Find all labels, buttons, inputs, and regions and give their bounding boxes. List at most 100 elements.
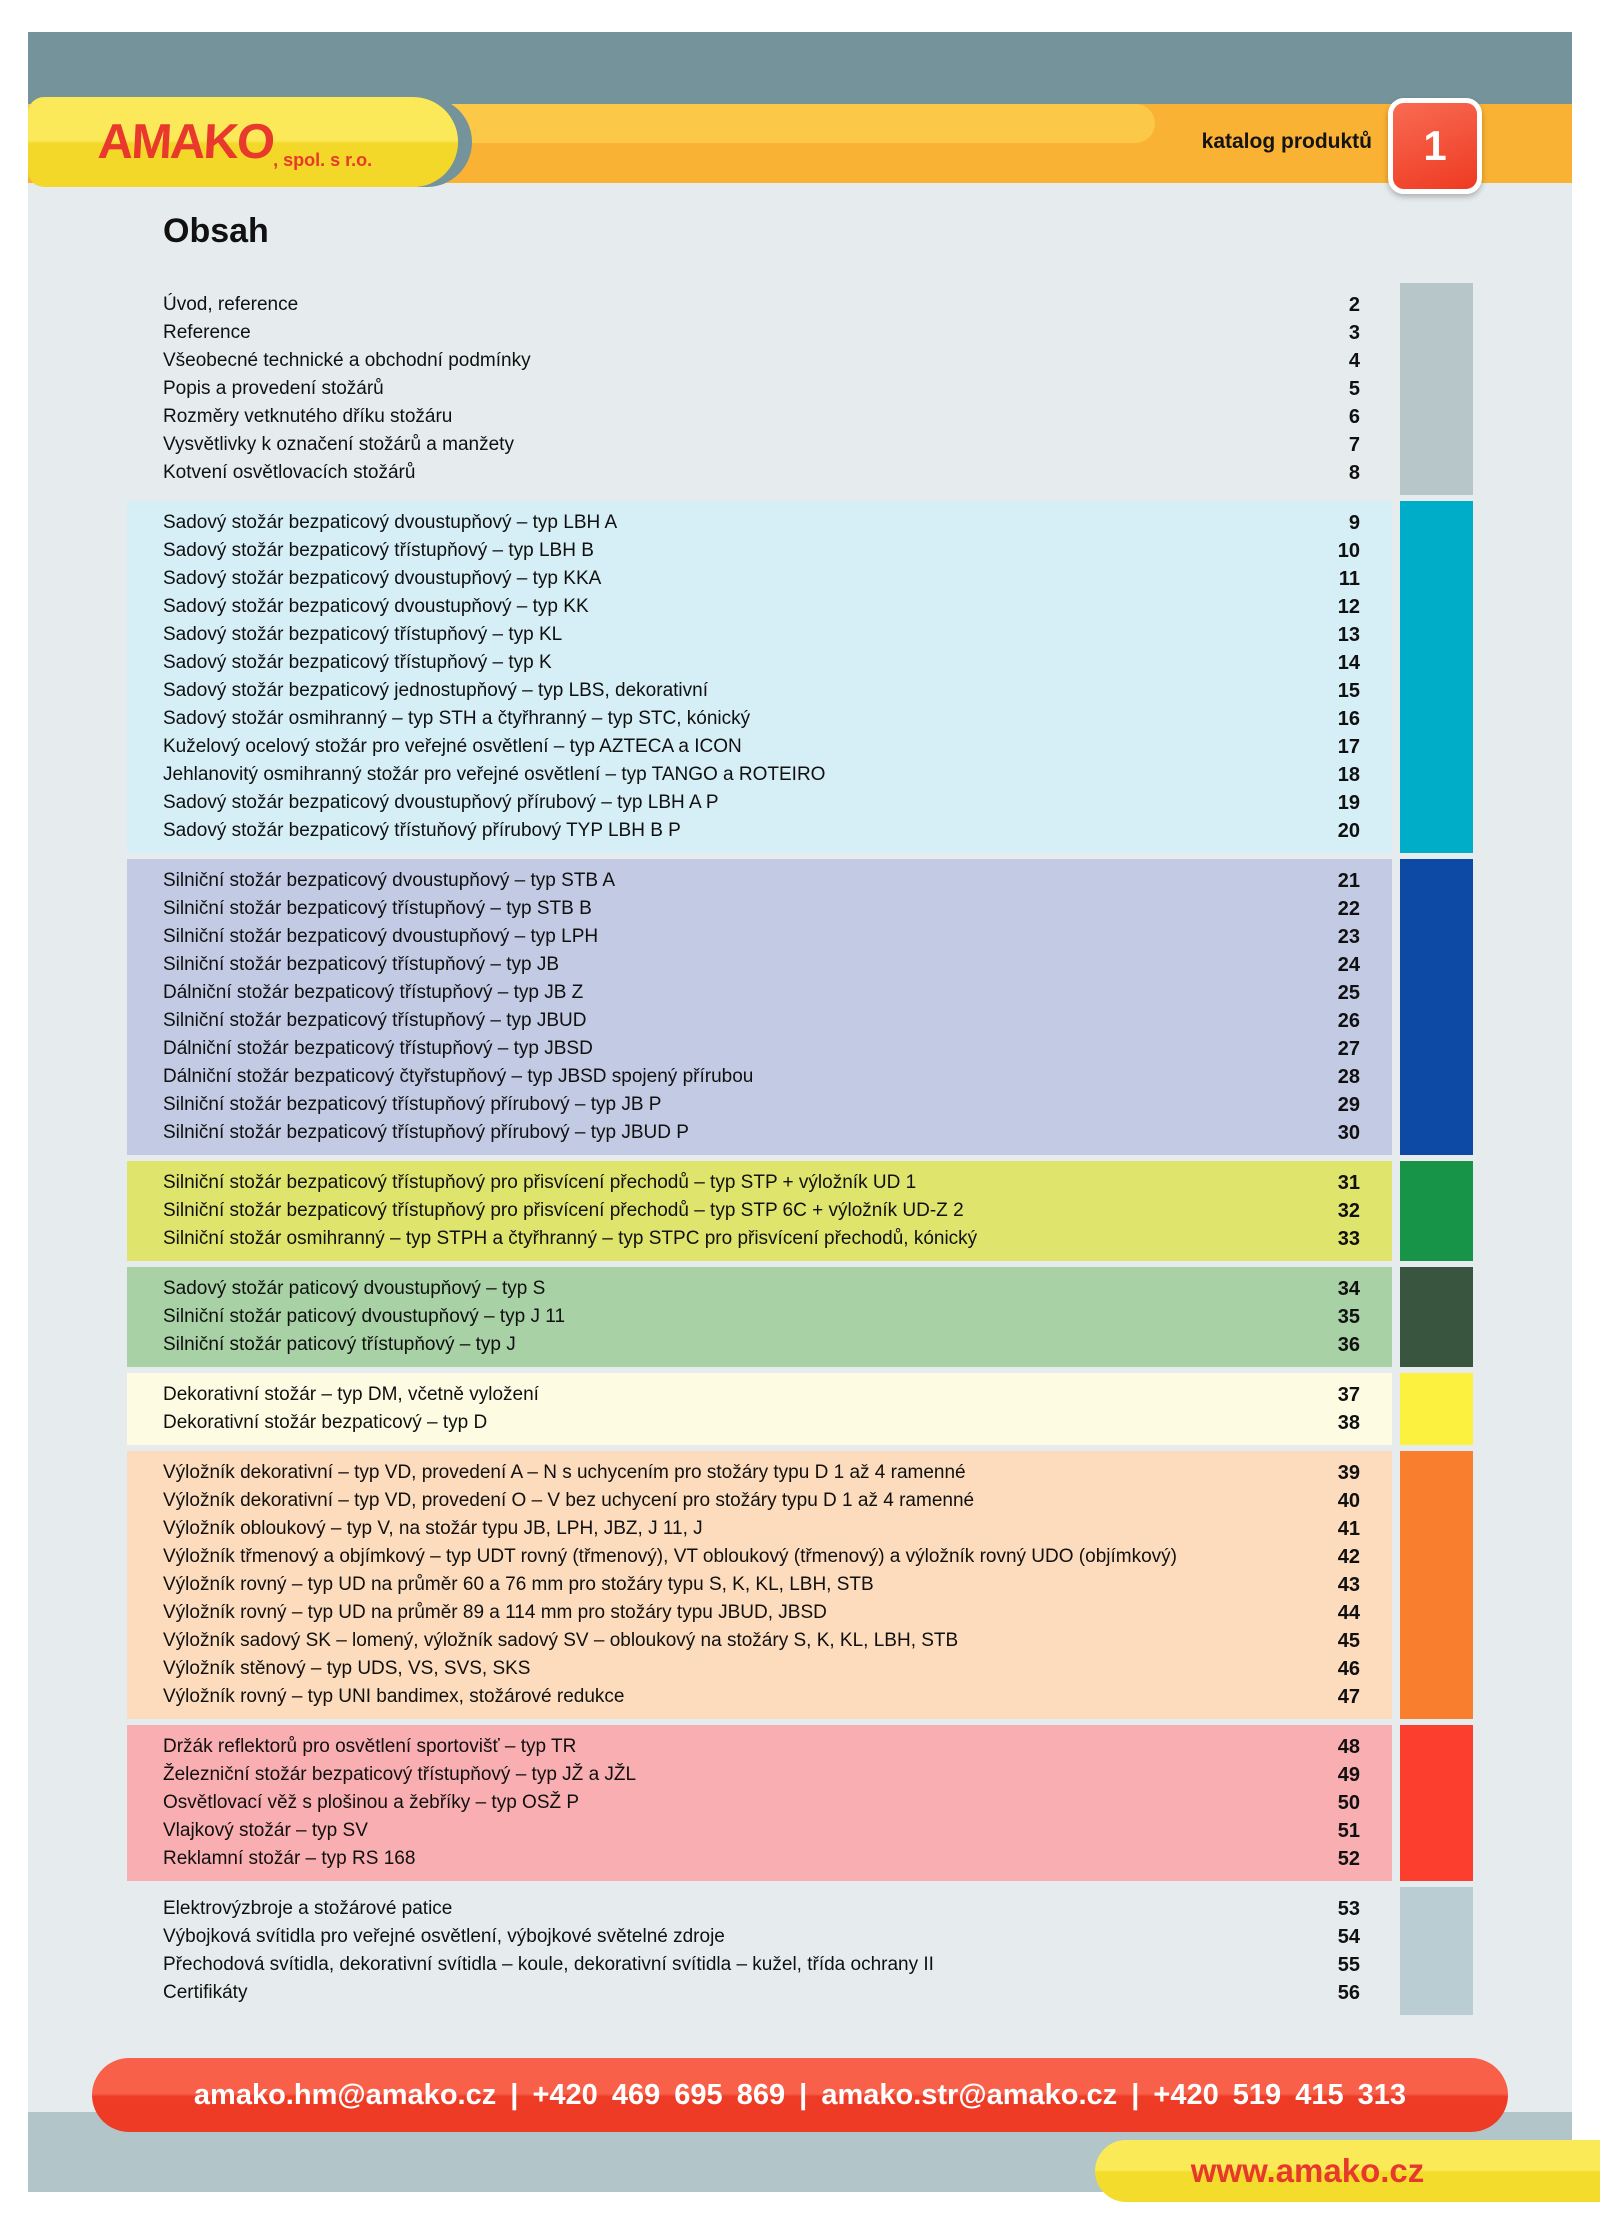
- section-color-bar: [1400, 1161, 1473, 1261]
- toc-row: Sadový stožár bezpaticový dvoustupňový –…: [127, 509, 1392, 537]
- toc-item-label: Silniční stožár bezpaticový třístupňový …: [163, 1094, 662, 1115]
- toc-item-label: Sadový stožár bezpaticový dvoustupňový –…: [163, 512, 618, 533]
- toc-page-number: 32: [1337, 1200, 1360, 1222]
- toc-item-label: Silniční stožár bezpaticový třístupňový …: [163, 954, 560, 975]
- website-link[interactable]: www.amako.cz: [1190, 2152, 1425, 2189]
- website-bar[interactable]: www.amako.cz: [1095, 2140, 1600, 2202]
- toc-item-label: Reference: [163, 322, 251, 343]
- toc-section-band: Silniční stožár bezpaticový třístupňový …: [127, 1161, 1392, 1261]
- toc-page-number: 30: [1337, 1122, 1360, 1144]
- toc-item-label: Dálniční stožár bezpaticový třístupňový …: [163, 1038, 593, 1059]
- contact-line[interactable]: amako.hm@amako.cz | +420 469 695 869 | a…: [193, 2078, 1407, 2111]
- toc-item-label: Výložník dekorativní – typ VD, provedení…: [163, 1490, 975, 1511]
- toc-item-label: Úvod, reference: [163, 294, 299, 315]
- toc-row: Sadový stožár bezpaticový třístupňový – …: [127, 649, 1392, 677]
- toc-item-label: Výložník stěnový – typ UDS, VS, SVS, SKS: [163, 1658, 531, 1679]
- section-color-bar: [1400, 1725, 1473, 1881]
- toc-item-label: Výložník rovný – typ UD na průměr 89 a 1…: [163, 1602, 827, 1623]
- toc-page-number: 48: [1337, 1736, 1360, 1758]
- toc-page-number: 42: [1337, 1546, 1360, 1568]
- toc-item-label: Výložník obloukový – typ V, na stožár ty…: [163, 1518, 703, 1539]
- toc-row: Úvod, reference 2: [127, 291, 1392, 319]
- toc-page-number: 22: [1337, 898, 1360, 920]
- toc-item-label: Silniční stožár bezpaticový třístupňový …: [163, 1122, 689, 1143]
- toc-page-number: 39: [1337, 1462, 1360, 1484]
- toc-row: Sadový stožár osmihranný – typ STH a čty…: [127, 705, 1392, 733]
- toc-item-label: Výložník sadový SK – lomený, výložník sa…: [163, 1630, 959, 1651]
- toc-row: Silniční stožár bezpaticový třístupňový …: [127, 1091, 1392, 1119]
- toc-page-number: 25: [1337, 982, 1360, 1004]
- toc-item-label: Držák reflektorů pro osvětlení sportoviš…: [163, 1736, 577, 1757]
- toc-page-number: 17: [1337, 736, 1360, 758]
- toc-page-number: 43: [1337, 1574, 1360, 1596]
- section-color-bar: [1400, 1373, 1473, 1445]
- toc-item-label: Popis a provedení stožárů: [163, 378, 384, 399]
- toc-item-label: Přechodová svítidla, dekorativní svítidl…: [163, 1954, 934, 1975]
- toc-item-label: Silniční stožár osmihranný – typ STPH a …: [163, 1228, 978, 1249]
- toc-page-number: 36: [1337, 1334, 1360, 1356]
- toc-row: Kotvení osvětlovacích stožárů 8: [127, 459, 1392, 487]
- toc-page-number: 34: [1337, 1278, 1360, 1300]
- toc-section-band: Silniční stožár bezpaticový dvoustupňový…: [127, 859, 1392, 1155]
- toc-item-label: Silniční stožár bezpaticový třístupňový …: [163, 1010, 587, 1031]
- toc-item-label: Výložník rovný – typ UD na průměr 60 a 7…: [163, 1574, 874, 1595]
- toc-row: Silniční stožár osmihranný – typ STPH a …: [127, 1225, 1392, 1253]
- toc-page-number: 9: [1348, 512, 1360, 534]
- toc-section: Výložník dekorativní – typ VD, provedení…: [127, 1451, 1473, 1719]
- toc-item-label: Sadový stožár bezpaticový třístupňový – …: [163, 652, 552, 673]
- toc-row: Výložník dekorativní – typ VD, provedení…: [127, 1487, 1392, 1515]
- toc-row: Výložník rovný – typ UD na průměr 60 a 7…: [127, 1571, 1392, 1599]
- toc-item-label: Sadový stožár bezpaticový dvoustupňový p…: [163, 792, 719, 813]
- toc-section: Silniční stožár bezpaticový třístupňový …: [127, 1161, 1473, 1261]
- toc-item-label: Elektrovýzbroje a stožárové patice: [163, 1898, 453, 1919]
- toc-row: Sadový stožár bezpaticový jednostupňový …: [127, 677, 1392, 705]
- toc-row: Silniční stožár bezpaticový třístupňový …: [127, 1197, 1392, 1225]
- toc-item-label: Všeobecné technické a obchodní podmínky: [163, 350, 531, 371]
- toc-page-number: 51: [1337, 1820, 1360, 1842]
- logo-wordmark: AMAKO: [96, 114, 275, 169]
- toc-item-label: Rozměry vetknutého dříku stožáru: [163, 406, 453, 427]
- toc-row: Sadový stožár bezpaticový dvoustupňový –…: [127, 593, 1392, 621]
- table-of-contents: Obsah Úvod, reference 2 Reference 3 Všeo…: [127, 212, 1473, 2015]
- toc-row: Výložník stěnový – typ UDS, VS, SVS, SKS…: [127, 1655, 1392, 1683]
- toc-section-band: Dekorativní stožár – typ DM, včetně vylo…: [127, 1373, 1392, 1445]
- toc-row: Výložník rovný – typ UNI bandimex, stožá…: [127, 1683, 1392, 1711]
- toc-page-number: 53: [1337, 1898, 1360, 1920]
- toc-row: Jehlanovitý osmihranný stožár pro veřejn…: [127, 761, 1392, 789]
- company-logo: AMAKO , spol. s r.o.: [28, 97, 458, 187]
- toc-page-number: 38: [1337, 1412, 1360, 1434]
- toc-page-number: 14: [1337, 652, 1360, 674]
- toc-item-label: Silniční stožár bezpaticový třístupňový …: [163, 1200, 964, 1221]
- toc-page-number: 40: [1337, 1490, 1360, 1512]
- toc-page-number: 5: [1348, 378, 1360, 400]
- toc-row: Výložník sadový SK – lomený, výložník sa…: [127, 1627, 1392, 1655]
- toc-item-label: Reklamní stožár – typ RS 168: [163, 1848, 416, 1869]
- toc-page-number: 21: [1337, 870, 1360, 892]
- page-number-badge: 1: [1388, 98, 1482, 194]
- contact-bar[interactable]: amako.hm@amako.cz | +420 469 695 869 | a…: [92, 2058, 1508, 2132]
- toc-page-number: 47: [1337, 1686, 1360, 1708]
- toc-row: Rozměry vetknutého dříku stožáru 6: [127, 403, 1392, 431]
- toc-page-number: 37: [1337, 1384, 1360, 1406]
- toc-row: Reference 3: [127, 319, 1392, 347]
- toc-section: Úvod, reference 2 Reference 3 Všeobecné …: [127, 283, 1473, 495]
- toc-item-label: Silniční stožár paticový třístupňový – t…: [163, 1334, 516, 1355]
- toc-item-label: Silniční stožár bezpaticový třístupňový …: [163, 898, 592, 919]
- toc-row: Přechodová svítidla, dekorativní svítidl…: [127, 1951, 1392, 1979]
- toc-page-number: 41: [1337, 1518, 1360, 1540]
- toc-row: Silniční stožár bezpaticový dvoustupňový…: [127, 923, 1392, 951]
- toc-row: Všeobecné technické a obchodní podmínky …: [127, 347, 1392, 375]
- toc-page-number: 8: [1348, 462, 1360, 484]
- toc-item-label: Dálniční stožár bezpaticový třístupňový …: [163, 982, 584, 1003]
- toc-page-number: 46: [1337, 1658, 1360, 1680]
- toc-section-band: Sadový stožár bezpaticový dvoustupňový –…: [127, 501, 1392, 853]
- toc-item-label: Silniční stožár bezpaticový dvoustupňový…: [163, 870, 616, 891]
- toc-page-number: 18: [1337, 764, 1360, 786]
- toc-item-label: Silniční stožár bezpaticový dvoustupňový…: [163, 926, 599, 947]
- toc-item-label: Certifikáty: [163, 1982, 248, 2003]
- toc-page-number: 10: [1337, 540, 1360, 562]
- toc-section-band: Úvod, reference 2 Reference 3 Všeobecné …: [127, 283, 1392, 495]
- toc-item-label: Sadový stožár bezpaticový třístupňový – …: [163, 624, 563, 645]
- toc-page-number: 27: [1337, 1038, 1360, 1060]
